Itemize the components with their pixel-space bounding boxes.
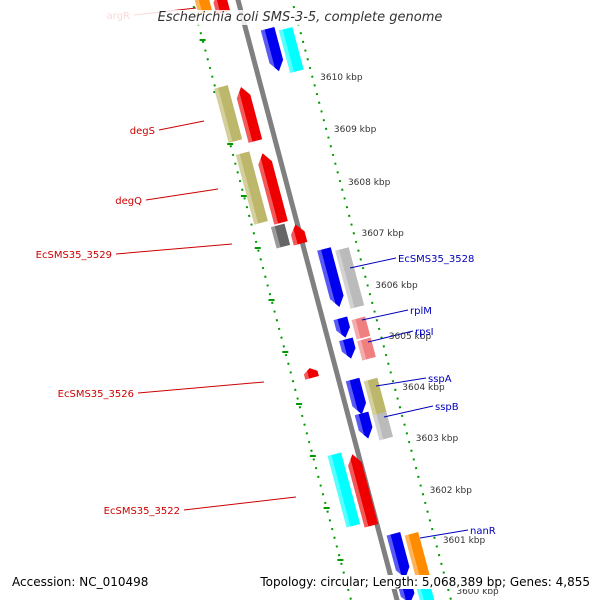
reverse-cds-feature[interactable] [211, 0, 231, 15]
feature-highlight [372, 414, 384, 441]
feature-highlight [351, 319, 361, 340]
feature-highlight [335, 249, 355, 309]
genome-summary: Topology: circular; Length: 5,068,389 bp… [258, 575, 592, 589]
scale-label: 3607 kbp [361, 229, 404, 239]
gene-label-sspB[interactable]: sspB [435, 402, 459, 413]
feature-highlight [210, 0, 221, 15]
feature-highlight [327, 455, 351, 528]
feature-highlight [278, 29, 295, 74]
feature-highlight [288, 225, 298, 246]
reverse-cds-feature[interactable] [303, 366, 319, 380]
reverse-cds-feature[interactable] [256, 151, 288, 225]
scale-label: 3602 kbp [430, 486, 473, 496]
gene-label-leader [383, 405, 434, 418]
reverse-cds-feature[interactable] [346, 452, 379, 528]
gene-label-EcSMS35_3529[interactable]: EcSMS35_3529 [36, 250, 112, 261]
cog-feature[interactable] [327, 452, 361, 528]
feature-highlight [357, 340, 367, 361]
cog-feature[interactable] [363, 377, 387, 417]
gene-label-leader [349, 257, 397, 269]
reverse-cds-feature[interactable] [289, 223, 308, 246]
feature-highlight [255, 153, 279, 225]
feature-highlight [192, 0, 203, 15]
feature-highlight [345, 455, 369, 528]
feature-highlight [386, 534, 403, 581]
gene-label-leader [361, 309, 409, 321]
gene-label-leader [183, 496, 297, 511]
feature-highlight [302, 368, 310, 380]
feature-highlight [234, 87, 253, 143]
feature-highlight [339, 340, 349, 361]
scale-label: 3608 kbp [348, 178, 391, 188]
forward-cds-feature[interactable] [354, 411, 375, 441]
gene-label-EcSMS35_3528[interactable]: EcSMS35_3528 [398, 254, 474, 265]
cog-feature[interactable] [357, 337, 376, 361]
gene-label-leader [158, 120, 205, 131]
gene-label-rpsI[interactable]: rpsI [415, 327, 434, 338]
feature-highlight [260, 29, 277, 74]
gene-label-degS[interactable]: degS [130, 126, 155, 137]
forward-cds-feature[interactable] [333, 316, 353, 340]
reverse-cds-feature[interactable] [234, 85, 263, 143]
feature-highlight [404, 534, 421, 581]
gene-label-sspA[interactable]: sspA [428, 374, 452, 385]
cog-feature[interactable] [351, 316, 371, 340]
scale-label: 3601 kbp [443, 536, 486, 546]
gene-label-leader [367, 330, 414, 343]
gene-label-degQ[interactable]: degQ [115, 196, 142, 207]
feature-highlight [317, 249, 337, 309]
cog-feature[interactable] [335, 247, 365, 309]
feature-highlight [345, 380, 359, 417]
scale-label: 3603 kbp [416, 434, 459, 444]
feature-highlight [363, 380, 377, 417]
cog-feature[interactable] [214, 85, 243, 143]
forward-cds-feature[interactable] [345, 377, 369, 416]
forward-cds-feature[interactable] [339, 337, 358, 361]
forward-cds-feature[interactable] [386, 531, 412, 580]
gene-label-leader [137, 381, 265, 394]
cog-feature[interactable] [192, 0, 213, 15]
feature-highlight [354, 414, 366, 441]
cog-feature[interactable] [404, 531, 431, 581]
map-title: Escherichia coli SMS-3-5, complete genom… [0, 10, 600, 25]
scale-label: 3604 kbp [402, 383, 445, 393]
feature-highlight [235, 153, 259, 225]
feature-highlight [270, 226, 281, 249]
feature-highlight [214, 87, 233, 143]
scale-label: 3606 kbp [375, 281, 418, 291]
gene-label-leader [375, 377, 427, 387]
scale-label: 3600 kbp [456, 587, 499, 597]
feature-highlight [398, 585, 408, 600]
gene-label-leader [419, 529, 469, 539]
scale-label: 3605 kbp [389, 332, 432, 342]
gene-label-leader [115, 243, 233, 255]
feature-highlight [333, 319, 343, 340]
gene-label-EcSMS35_3526[interactable]: EcSMS35_3526 [58, 389, 134, 400]
genome-backbone [235, 0, 400, 600]
accession-text: Accession: NC_010498 [10, 575, 151, 589]
cog-feature[interactable] [270, 223, 291, 249]
scale-label: 3610 kbp [320, 73, 363, 83]
cog-feature[interactable] [235, 151, 268, 225]
scale-label: 3609 kbp [334, 125, 377, 135]
gene-label-rplM[interactable]: rplM [410, 306, 432, 317]
forward-cds-feature[interactable] [317, 247, 346, 309]
gene-label-leader [145, 188, 219, 201]
forward-cds-feature[interactable] [260, 26, 286, 73]
feature-highlight [416, 585, 426, 600]
gene-label-EcSMS35_3522[interactable]: EcSMS35_3522 [104, 506, 180, 517]
cog-feature[interactable] [278, 26, 304, 74]
cog-feature[interactable] [372, 411, 393, 441]
gene-label-nanR[interactable]: nanR [470, 526, 496, 537]
